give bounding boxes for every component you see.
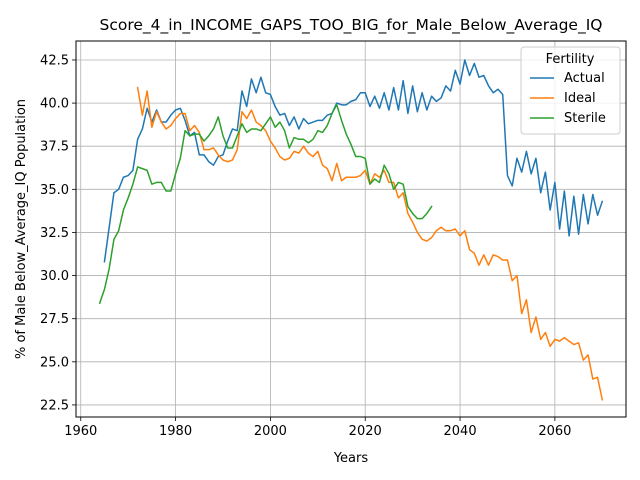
x-axis: 1960 1980 2000 2020 2040 2060 (64, 417, 571, 439)
x-axis-label: Years (333, 451, 369, 466)
y-axis-label: % of Male Below_Average_IQ Population (14, 99, 29, 359)
x-tick-label: 1960 (64, 424, 97, 439)
y-tick-label: 37.5 (40, 140, 69, 155)
y-tick-label: 40.0 (40, 97, 69, 112)
grid (76, 41, 626, 417)
series-line-sterile (98, 104, 433, 305)
y-tick-label: 27.5 (40, 312, 69, 327)
y-tick-label: 35.0 (40, 183, 69, 198)
x-tick-label: 2000 (254, 424, 287, 439)
plot-frame (75, 40, 627, 418)
legend-label-ideal: Ideal (564, 91, 596, 106)
series-line-actual (103, 59, 604, 263)
series-lines (98, 59, 604, 401)
y-tick-label: 25.0 (40, 355, 69, 370)
y-axis: 22.5 25.0 27.5 30.0 32.5 35.0 37.5 40.0 42.5 (40, 53, 76, 413)
chart-title: Score_4_in_INCOME_GAPS_TOO_BIG_for_Male_… (100, 16, 603, 35)
x-tick-label: 2060 (538, 424, 571, 439)
legend: Fertility Actual Ideal Sterile (520, 46, 621, 135)
legend-entries: Actual Ideal Sterile (530, 71, 606, 126)
legend-label-sterile: Sterile (564, 111, 606, 126)
x-tick-label: 2020 (349, 424, 382, 439)
y-tick-label: 42.5 (40, 53, 69, 68)
y-tick-label: 30.0 (40, 269, 69, 284)
y-tick-label: 32.5 (40, 226, 69, 241)
x-tick-label: 1980 (159, 424, 192, 439)
legend-box (520, 46, 621, 135)
legend-title: Fertility (546, 52, 595, 67)
y-tick-label: 22.5 (40, 398, 69, 413)
x-tick-label: 2040 (444, 424, 477, 439)
legend-label-actual: Actual (564, 71, 605, 86)
